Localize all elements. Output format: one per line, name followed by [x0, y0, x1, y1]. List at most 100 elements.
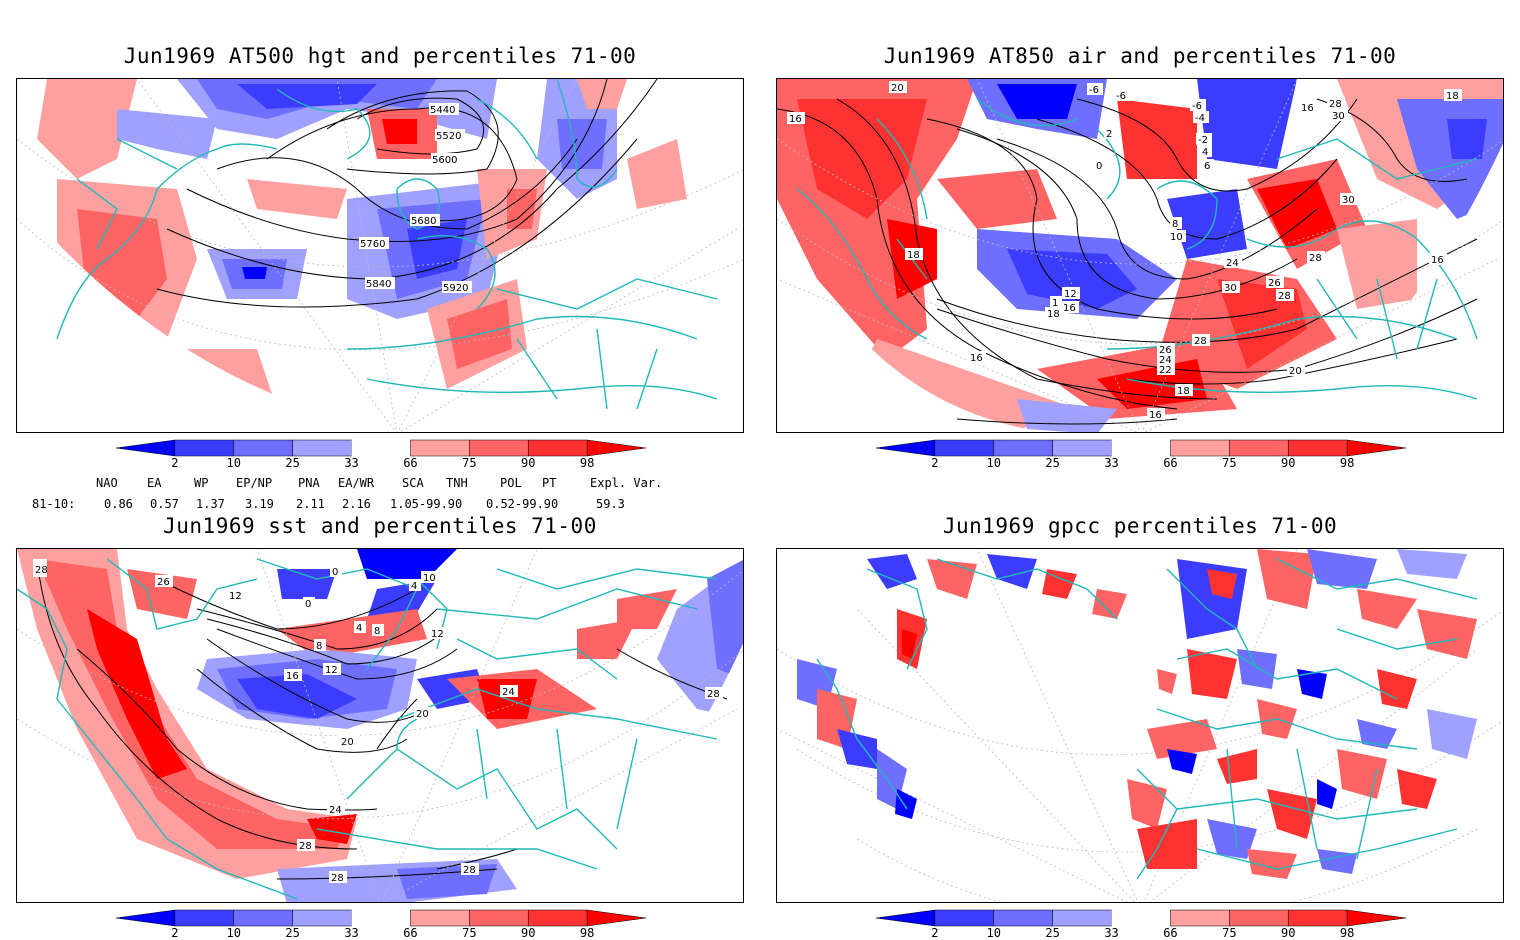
colorbar-swatch [1229, 439, 1289, 457]
colorbar-tick: 25 [1045, 456, 1060, 470]
map-sst: 28 26 12 0 0 4 10 4 8 8 12 12 16 20 20 2… [17, 549, 743, 902]
index-header: PT [542, 476, 557, 490]
contour-label: 18 [907, 250, 920, 261]
colorbar-sst: 2 10 25 33 66 75 90 98 [115, 908, 647, 940]
contour-label: 20 [891, 83, 904, 94]
contour-label: 16 [1149, 410, 1162, 421]
colorbar-arrow-low [875, 439, 936, 457]
colorbar-tick: 10 [986, 456, 1001, 470]
contour-label: 20 [341, 737, 354, 748]
colorbar-tick: 66 [403, 926, 418, 940]
colorbar-swatch [410, 909, 470, 927]
colorbar-tick: 10 [226, 456, 241, 470]
colorbar-swatch [351, 910, 411, 926]
colorbar-arrow-high [586, 439, 647, 457]
index-value: 0.52-99.90 [486, 497, 559, 511]
index-header: WP [194, 476, 209, 490]
contour-label: 12 [431, 629, 444, 640]
map-panel-hgt500: 5440 5520 5600 5680 5760 5840 5920 [16, 78, 744, 433]
contour-label: -2 [1198, 135, 1208, 146]
index-row-label: 81-10: [32, 497, 76, 511]
map-air850: 20 16 -6 -6 -6 -4 -2 2 4 6 0 16 28 30 18… [777, 79, 1503, 432]
colorbar-arrow-high [1346, 439, 1407, 457]
index-value: 1.37 [196, 497, 225, 511]
index-header: EA/WR [338, 476, 375, 490]
map-panel-gpcc [776, 548, 1504, 903]
contour-label: 5760 [360, 239, 385, 250]
index-value: 0.57 [150, 497, 179, 511]
colorbar-arrow-high [586, 909, 647, 927]
colorbar-swatch [1052, 909, 1112, 927]
colorbar-tick: 75 [462, 456, 477, 470]
index-value: 0.86 [104, 497, 133, 511]
colorbar-tick: 66 [1163, 456, 1178, 470]
contour-label: 22 [1159, 365, 1172, 376]
colorbar-tick: 98 [1339, 926, 1355, 940]
contour-label: 5840 [366, 279, 391, 290]
colorbar-tick: 33 [1104, 926, 1119, 940]
colorbar-tick: 25 [285, 926, 300, 940]
contour-label: 24 [1226, 258, 1239, 269]
colorbar-swatch [469, 909, 529, 927]
colorbar-swatch [1111, 440, 1171, 456]
index-value: 1.05-99.90 [390, 497, 463, 511]
colorbar-swatch [410, 439, 470, 457]
contour-label: 1 [1052, 298, 1058, 309]
colorbar-swatch [292, 909, 352, 927]
colorbar-tick: 75 [462, 926, 477, 940]
contour-label: 18 [1047, 309, 1060, 320]
contour-label: 16 [789, 114, 802, 125]
contour-label: 5680 [411, 216, 436, 227]
contour-label: 4 [356, 623, 362, 634]
map-hgt500: 5440 5520 5600 5680 5760 5840 5920 [17, 79, 743, 432]
contour-label: 12 [229, 591, 242, 602]
precip-speckles [797, 549, 1477, 879]
map-gpcc [777, 549, 1503, 902]
panel-title-gpcc: Jun1969 gpcc percentiles 71-00 [942, 514, 1338, 538]
contour-label: 0 [1096, 161, 1102, 172]
contour-label: 28 [1309, 253, 1322, 264]
contour-label: 26 [1268, 278, 1281, 289]
colorbar-swatch [292, 439, 352, 457]
colorbar-tick: 25 [1045, 926, 1060, 940]
contour-label: 5920 [443, 283, 468, 294]
contour-label: 16 [1431, 255, 1444, 266]
contour-label: 24 [329, 805, 342, 816]
panel-title-hgt: Jun1969 AT500 hgt and percentiles 71-00 [123, 44, 637, 68]
contour-label: -6 [1116, 91, 1126, 102]
contour-label: 26 [157, 577, 170, 588]
colorbar-tick: 2 [171, 456, 179, 470]
contour-label: 12 [325, 665, 338, 676]
colorbar-tick: 98 [1339, 456, 1355, 470]
colorbar-arrow-low [115, 909, 176, 927]
colorbar-gpcc: 2 10 25 33 66 75 90 98 [875, 908, 1407, 940]
colorbar-swatch [351, 440, 411, 456]
contour-label: 30 [1332, 111, 1345, 122]
contour-label: 28 [1329, 99, 1342, 110]
contour-label: 30 [1342, 195, 1355, 206]
panel-title-sst: Jun1969 sst and percentiles 71-00 [163, 514, 597, 538]
contour-label: 5520 [436, 131, 461, 142]
contour-label: 8 [374, 626, 380, 637]
colorbar-tick: 66 [1163, 926, 1178, 940]
contour-label: 4 [1202, 147, 1208, 158]
colorbar-swatch [1287, 909, 1348, 927]
colorbar-tick: 90 [520, 926, 536, 940]
contour-label: 28 [707, 689, 720, 700]
contour-label: 12 [1064, 289, 1077, 300]
contour-label: 5440 [430, 105, 455, 116]
map-panel-sst: 28 26 12 0 0 4 10 4 8 8 12 12 16 20 20 2… [16, 548, 744, 903]
contour-label: 20 [1289, 366, 1302, 377]
contour-label: 20 [416, 709, 429, 720]
colorbar-tick: 90 [520, 456, 536, 470]
colorbar-swatches [875, 439, 1407, 457]
colorbar-tick: 2 [931, 926, 939, 940]
colorbar-swatch [934, 439, 995, 457]
contour-label: 16 [1301, 103, 1314, 114]
index-value: 2.16 [342, 497, 371, 511]
contour-label: -6 [1089, 85, 1099, 96]
colorbar-swatches [115, 909, 647, 927]
contour-label: 28 [463, 865, 476, 876]
colorbar-swatch [1170, 439, 1230, 457]
colorbar-tick: 10 [226, 926, 241, 940]
